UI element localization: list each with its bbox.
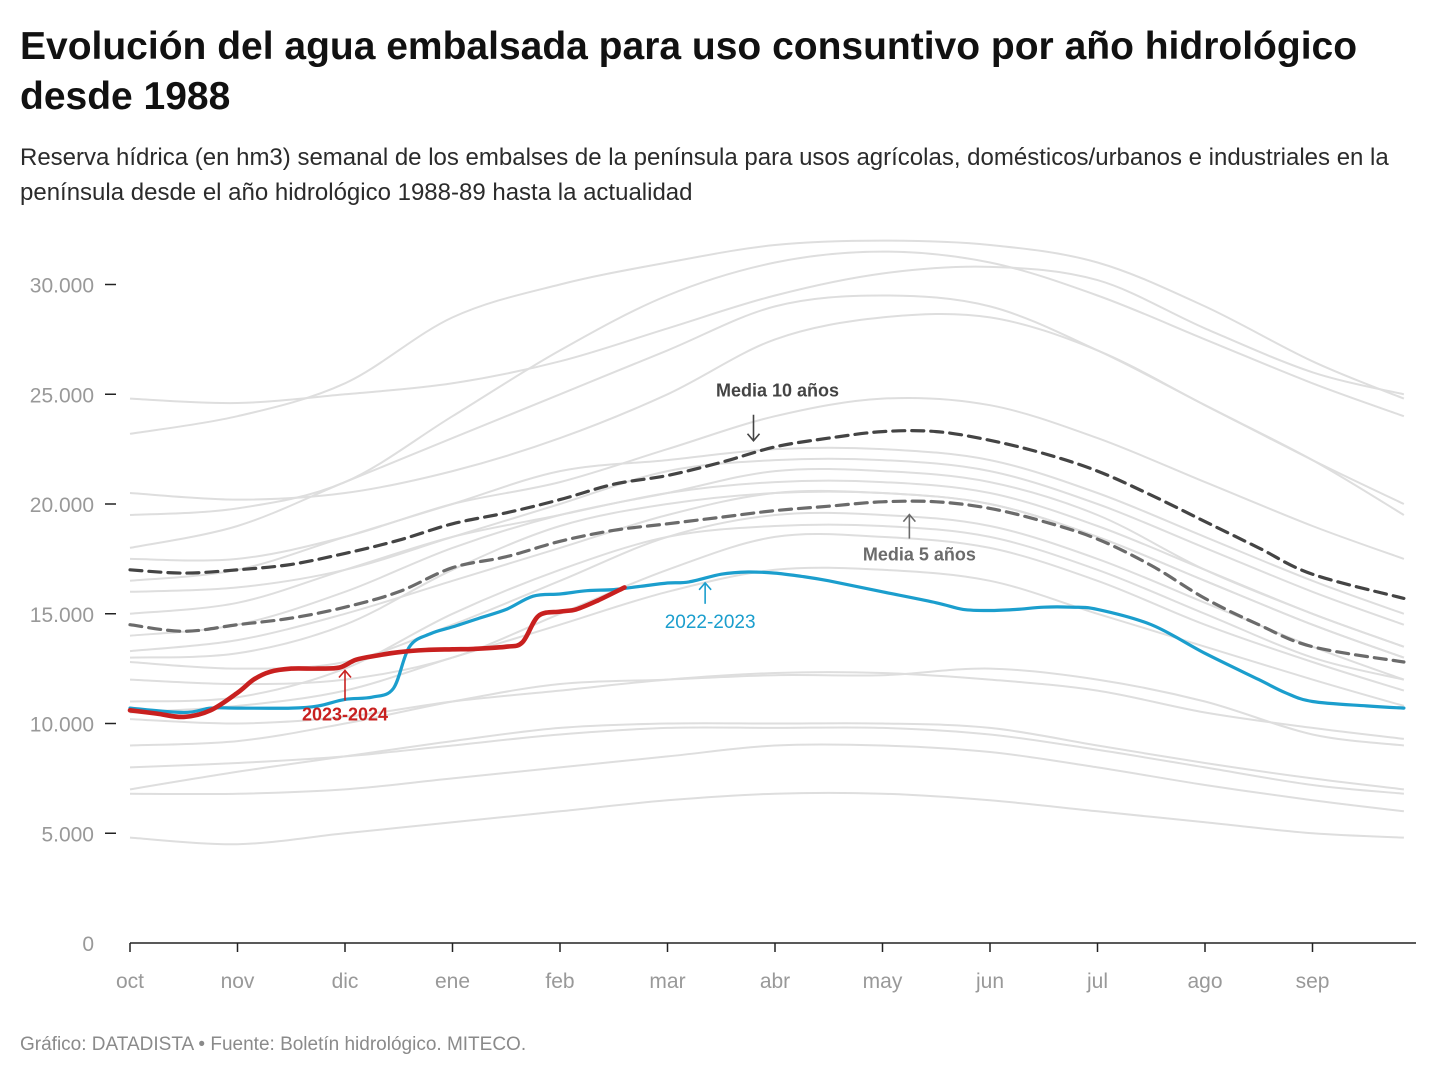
- media-10-line: [128, 429, 1406, 600]
- y-tick-label: 5.000: [41, 823, 94, 846]
- historic-year-line: [129, 523, 1405, 703]
- historic-year-line: [129, 479, 1405, 648]
- y-tick-label: 25.000: [30, 384, 94, 407]
- historic-year-line: [129, 511, 1405, 681]
- historic-year-line: [129, 446, 1405, 615]
- source-footer: Gráfico: DATADISTA • Fuente: Boletín hid…: [20, 1034, 527, 1055]
- x-tick-label: ago: [1187, 970, 1222, 993]
- series-2022-2023-annotation-arrowhead: [698, 581, 712, 591]
- series-2023-2024-line: [127, 585, 627, 720]
- historic-year-line: [129, 743, 1405, 813]
- x-tick-label: mar: [649, 970, 685, 993]
- historic-year-line: [129, 722, 1405, 791]
- x-tick-label: may: [863, 970, 903, 993]
- media-5-annotation-label: Media 5 años: [863, 545, 976, 565]
- annotations: Media 10 años Media 5 años 2022-2023 2023-2…: [302, 381, 976, 725]
- series-2023-2024-annotation-label: 2023-2024: [302, 705, 388, 725]
- media-5-line: [128, 499, 1406, 664]
- highlighted-series: [127, 429, 1406, 720]
- x-tick-label: dic: [332, 970, 359, 993]
- y-tick-label: 20.000: [30, 494, 94, 517]
- historic-year-line: [129, 671, 1405, 740]
- series-2023-2024-annotation-arrowhead: [338, 669, 352, 679]
- axes: oct nov dic ene feb mar abr may jun jul ago sep 0 5.0…: [30, 275, 1416, 993]
- historic-year-line: [129, 791, 1404, 846]
- historic-year-line: [129, 467, 1405, 648]
- series-2022-2023-annotation-label: 2022-2023: [665, 612, 756, 633]
- x-tick-label: feb: [545, 970, 574, 993]
- historic-lines: [129, 239, 1405, 846]
- x-tick-label: ene: [435, 970, 470, 993]
- chart-title: Evolución del agua embalsada para uso co…: [20, 25, 1358, 118]
- x-tick-label: jun: [975, 970, 1004, 993]
- chart-subtitle: Reserva hídrica (en hm3) semanal de los …: [20, 144, 1389, 206]
- historic-year-line: [129, 566, 1405, 714]
- y-tick-label: 10.000: [30, 714, 94, 737]
- series-2022-2023-line: [128, 570, 1406, 715]
- y-tick-label: 0: [82, 933, 94, 956]
- historic-year-line: [129, 239, 1405, 435]
- y-tick-label: 15.000: [30, 604, 94, 627]
- media-5-annotation-arrowhead: [902, 513, 916, 523]
- media-10-annotation-arrowhead: [746, 433, 761, 442]
- x-tick-label: sep: [1296, 970, 1330, 993]
- x-tick-label: oct: [116, 970, 144, 993]
- historic-year-line: [129, 265, 1405, 405]
- historic-year-line: [129, 294, 1405, 549]
- media-10-annotation-label: Media 10 años: [716, 381, 839, 401]
- historic-year-line: [129, 490, 1405, 659]
- x-tick-label: abr: [760, 970, 790, 993]
- y-tick-label: 30.000: [30, 275, 94, 298]
- historic-year-line: [129, 667, 1405, 747]
- x-tick-label: jul: [1086, 970, 1108, 993]
- x-tick-label: nov: [221, 970, 255, 993]
- historic-year-line: [129, 396, 1405, 562]
